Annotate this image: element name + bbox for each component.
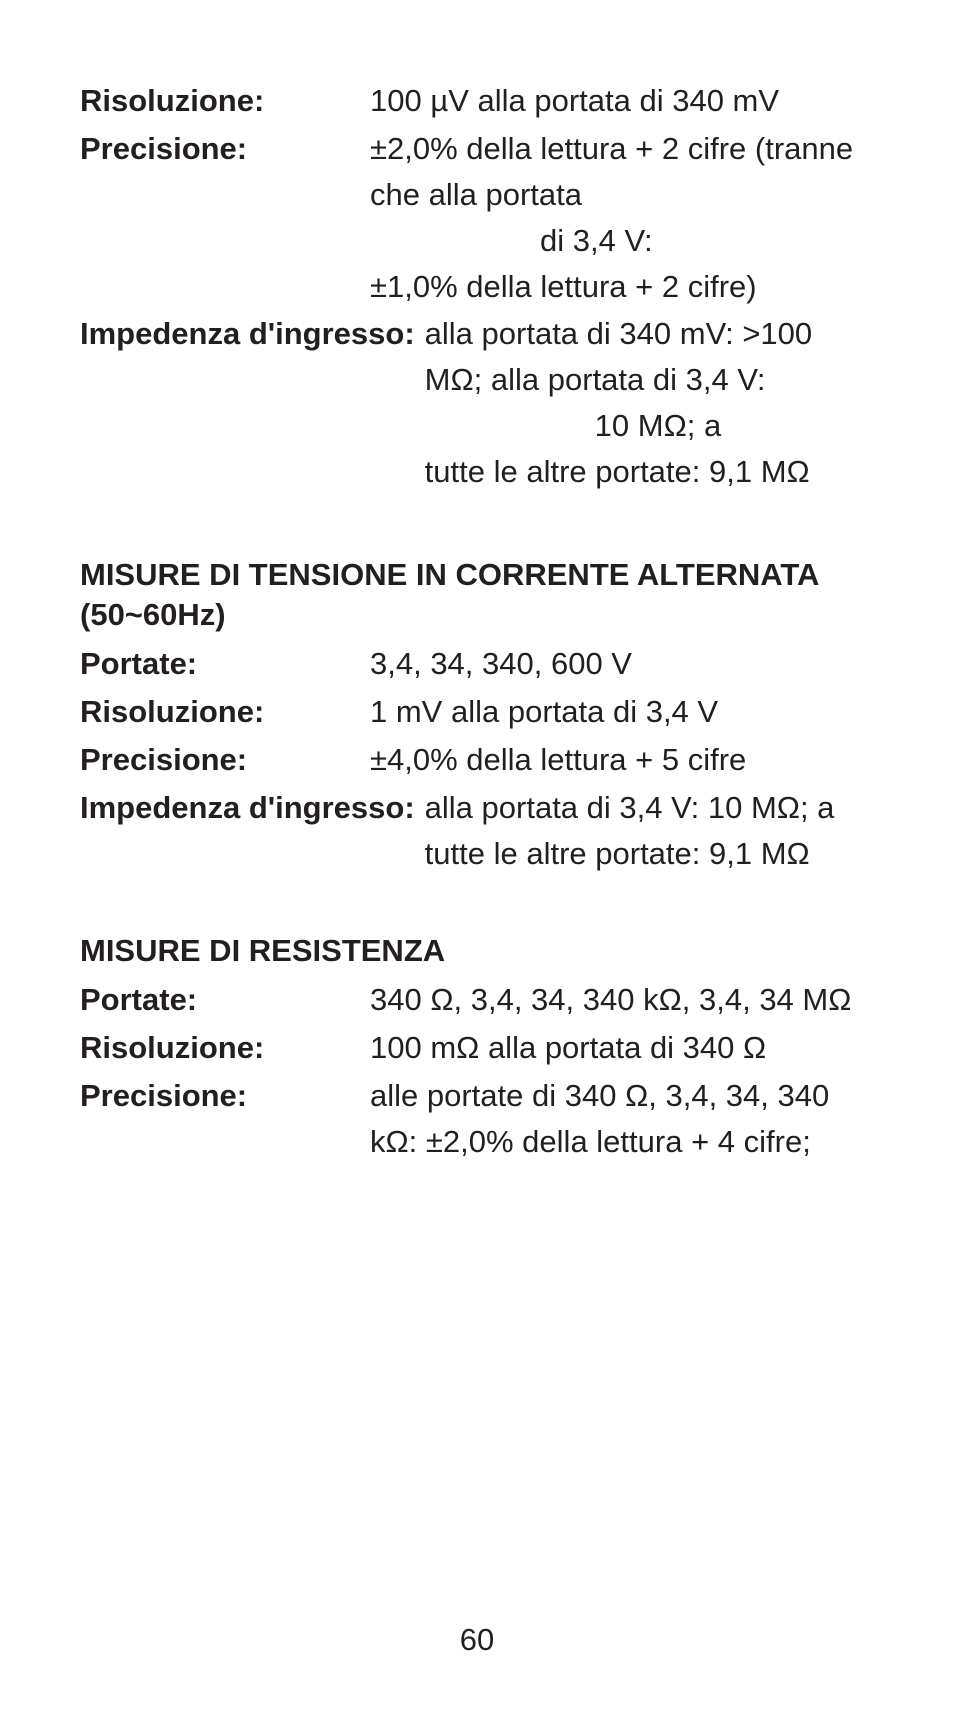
spec-value: 100 mΩ alla portata di 340 Ω [370,1025,874,1071]
spec-value: 3,4, 34, 340, 600 V [370,641,874,687]
spec-value-line: tutte le altre portate: 9,1 MΩ [425,454,810,489]
section-heading-ac: MISURE DI TENSIONE IN CORRENTE ALTERNATA… [80,555,874,636]
spec-value: ±2,0% della lettura + 2 cifre (tranne ch… [370,126,874,310]
spec-label-portate: Portate: [80,641,370,687]
spec-value: alle portate di 340 Ω, 3,4, 34, 340 kΩ: … [370,1073,874,1165]
spec-value-line: alla portata di 340 mV: >100 MΩ; alla po… [425,316,812,397]
spec-value-indent: 10 MΩ; a [425,403,874,449]
spec-value: alla portata di 340 mV: >100 MΩ; alla po… [425,311,874,495]
spec-value: 100 µV alla portata di 340 mV [370,78,874,124]
spec-label-precisione: Precisione: [80,737,370,783]
spec-value: alla portata di 3,4 V: 10 MΩ; a tutte le… [425,785,874,877]
spec-row: Precisione: ±4,0% della lettura + 5 cifr… [80,737,874,783]
section-heading-resistance: MISURE DI RESISTENZA [80,931,874,971]
spec-row: Portate: 3,4, 34, 340, 600 V [80,641,874,687]
spec-row: Risoluzione: 100 mΩ alla portata di 340 … [80,1025,874,1071]
spec-value: 1 mV alla portata di 3,4 V [370,689,874,735]
spec-label-portate: Portate: [80,977,370,1023]
spec-row: Impedenza d'ingresso: alla portata di 3,… [80,785,874,877]
spec-value: 340 Ω, 3,4, 34, 340 kΩ, 3,4, 34 MΩ [370,977,874,1023]
spec-label-precisione: Precisione: [80,1073,370,1119]
spec-label-risoluzione: Risoluzione: [80,1025,370,1071]
spec-row: Risoluzione: 100 µV alla portata di 340 … [80,78,874,124]
spec-value-indent: di 3,4 V: [370,218,874,264]
spec-label-risoluzione: Risoluzione: [80,78,370,124]
spec-value-line: ±2,0% della lettura + 2 cifre (tranne ch… [370,131,853,212]
spec-row: Precisione: alle portate di 340 Ω, 3,4, … [80,1073,874,1165]
page-number: 60 [0,1622,954,1658]
spec-label-impedenza: Impedenza d'ingresso: [80,785,425,831]
spec-value-line: ±1,0% della lettura + 2 cifre) [370,269,757,304]
spec-row: Portate: 340 Ω, 3,4, 34, 340 kΩ, 3,4, 34… [80,977,874,1023]
spec-label-impedenza: Impedenza d'ingresso: [80,311,425,357]
spec-row: Risoluzione: 1 mV alla portata di 3,4 V [80,689,874,735]
document-page: Risoluzione: 100 µV alla portata di 340 … [0,0,954,1165]
spec-label-risoluzione: Risoluzione: [80,689,370,735]
spec-value: ±4,0% della lettura + 5 cifre [370,737,874,783]
spec-label-precisione: Precisione: [80,126,370,172]
spec-row: Precisione: ±2,0% della lettura + 2 cifr… [80,126,874,310]
spec-row: Impedenza d'ingresso: alla portata di 34… [80,311,874,495]
